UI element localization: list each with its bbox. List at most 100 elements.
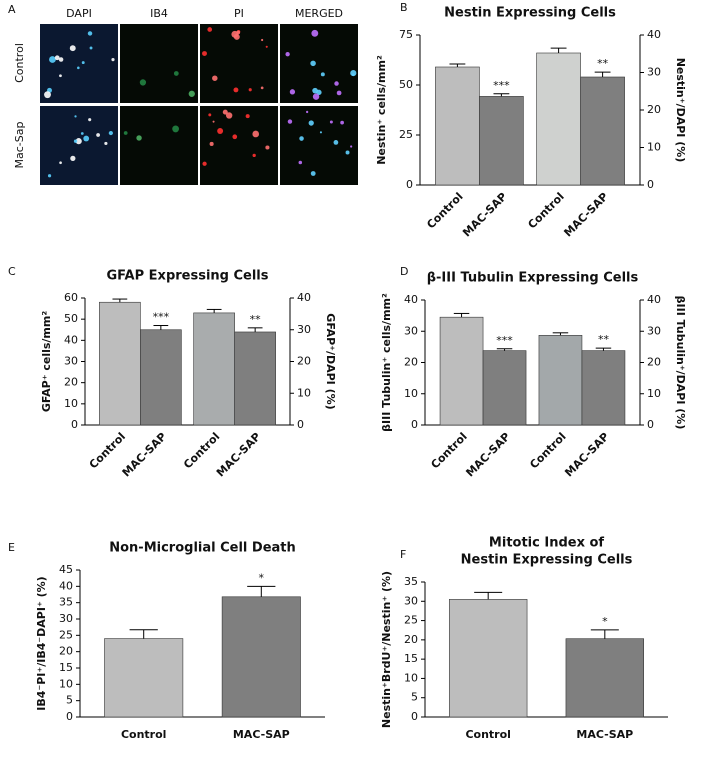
y-tick-label: 75 <box>399 28 413 41</box>
micrograph <box>120 24 198 103</box>
cell <box>245 114 250 119</box>
cell <box>320 72 325 77</box>
cell <box>139 79 147 86</box>
column-label: IB4 <box>150 7 168 20</box>
y-tick-label: 15 <box>404 652 418 665</box>
row-label: Control <box>13 43 26 83</box>
cell <box>233 33 240 40</box>
y-tick-label: 10 <box>59 677 73 690</box>
y2-tick-label: 30 <box>297 323 311 336</box>
y-tick-label: 50 <box>399 78 413 91</box>
y2-tick-label: 40 <box>297 291 311 304</box>
x-tick-label: MAC-SAP <box>233 728 290 741</box>
bar <box>581 350 626 426</box>
cell <box>340 120 344 125</box>
y-axis-label: βIII Tubulin⁺ cells/mm² <box>380 293 393 432</box>
cell <box>69 45 76 52</box>
y2-axis-label: βIII Tubulin⁺/DAPI (%) <box>674 296 687 430</box>
cell <box>59 74 62 78</box>
y-tick-label: 20 <box>404 356 418 369</box>
cell <box>104 141 108 146</box>
x-tick-label: MAC-SAP <box>561 190 610 239</box>
bar <box>538 335 583 426</box>
cell <box>74 115 77 118</box>
significance: *** <box>153 311 170 324</box>
y-tick-label: 20 <box>64 376 78 389</box>
panel-letter: A <box>8 3 16 16</box>
y2-tick-label: 20 <box>647 356 661 369</box>
y-tick-label: 10 <box>404 387 418 400</box>
significance: ** <box>250 313 262 326</box>
bar <box>580 76 625 186</box>
x-tick-label: Control <box>527 430 568 471</box>
cell <box>252 153 256 158</box>
micrograph <box>40 24 118 103</box>
cell <box>265 45 268 48</box>
cell <box>312 93 320 100</box>
cell <box>47 174 52 178</box>
x-tick-label: MAC-SAP <box>576 728 633 741</box>
cell <box>44 91 51 99</box>
y-tick-label: 35 <box>404 575 418 588</box>
cell <box>310 171 316 176</box>
y-tick-label: 30 <box>59 612 73 625</box>
cell <box>225 112 233 119</box>
y-tick-label: 15 <box>59 661 73 674</box>
panel-letter: B <box>400 1 408 14</box>
y-tick-label: 10 <box>404 671 418 684</box>
cell <box>299 136 304 141</box>
x-tick-label: MAC-SAP <box>460 190 509 239</box>
micrograph <box>200 106 278 185</box>
cell <box>80 132 84 135</box>
micrograph <box>40 106 118 185</box>
cell <box>319 131 322 134</box>
bar <box>193 312 235 426</box>
panel-letter: E <box>8 541 15 554</box>
bar <box>140 329 182 426</box>
cell <box>312 87 318 94</box>
y2-tick-label: 20 <box>647 103 661 116</box>
y-tick-label: 50 <box>64 312 78 325</box>
cell <box>83 135 90 142</box>
cell <box>54 55 60 61</box>
y-tick-label: 40 <box>404 293 418 306</box>
cell <box>252 130 260 138</box>
bar <box>565 638 645 718</box>
cell <box>207 27 213 32</box>
y-tick-label: 20 <box>404 633 418 646</box>
cell <box>49 56 56 63</box>
y-tick-label: 35 <box>59 596 73 609</box>
y2-tick-label: 0 <box>647 178 654 191</box>
y-axis-label: Nestin⁺BrdU⁺/Nestin⁺ (%) <box>380 571 393 728</box>
significance: * <box>602 615 608 628</box>
column-label: PI <box>234 7 244 20</box>
cell <box>81 61 85 65</box>
bar <box>448 599 528 718</box>
cell <box>248 88 252 92</box>
chart-title: Nestin Expressing Cells <box>444 6 616 21</box>
cell <box>311 29 319 37</box>
micrograph <box>280 106 358 185</box>
bar <box>221 596 301 718</box>
cell <box>287 119 293 124</box>
y-tick-label: 0 <box>406 178 413 191</box>
chart-title: Non-Microglial Cell Death <box>109 541 296 556</box>
significance: *** <box>496 334 513 347</box>
y2-axis-label: Nestin⁺/DAPI (%) <box>674 58 687 163</box>
y2-tick-label: 40 <box>647 293 661 306</box>
chart-title: Nestin Expressing Cells <box>461 553 633 568</box>
bar <box>99 301 141 426</box>
cell <box>212 75 218 81</box>
cell <box>217 128 224 134</box>
y-tick-label: 30 <box>64 355 78 368</box>
cell <box>222 109 228 115</box>
y-axis-label: GFAP⁺ cells/mm² <box>40 311 53 413</box>
y-tick-label: 25 <box>59 628 73 641</box>
cell <box>89 46 93 50</box>
cell <box>232 134 238 140</box>
cell <box>261 38 264 42</box>
cell <box>202 51 207 57</box>
cell <box>233 87 239 93</box>
y-tick-label: 45 <box>59 563 73 576</box>
